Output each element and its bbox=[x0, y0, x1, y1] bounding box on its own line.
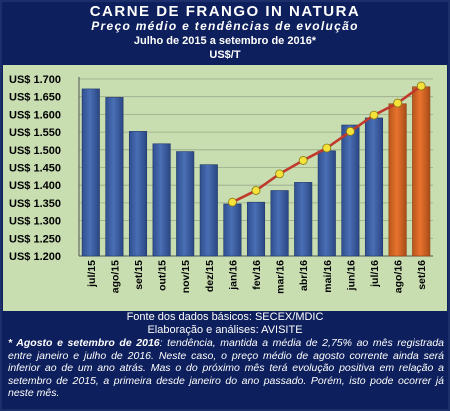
bar bbox=[81, 88, 100, 257]
analysis-line: Elaboração e análises: AVISITE bbox=[147, 324, 303, 336]
trend-marker bbox=[416, 81, 426, 91]
chart-unit: US$/T bbox=[209, 49, 241, 61]
bar bbox=[246, 201, 266, 257]
y-tick-label: US$ 1.600 bbox=[9, 109, 61, 121]
bar bbox=[270, 190, 289, 257]
chart-period: Julho de 2015 a setembro de 2016* bbox=[133, 35, 317, 47]
x-tick-label: fev/16 bbox=[251, 260, 263, 290]
y-tick-label: US$ 1.500 bbox=[9, 145, 61, 157]
bar bbox=[199, 164, 218, 257]
trend-marker bbox=[345, 126, 355, 136]
y-tick-label: US$ 1.250 bbox=[9, 233, 61, 245]
footnote-bold: * Agosto e setembro de 2016 bbox=[8, 337, 160, 349]
x-tick-label: mar/16 bbox=[275, 260, 287, 294]
x-tick-label: ago/16 bbox=[393, 260, 405, 293]
x-tick-label: abr/16 bbox=[298, 260, 310, 291]
y-tick-label: US$ 1.700 bbox=[9, 74, 61, 86]
x-tick-label: dez/15 bbox=[204, 260, 216, 292]
x-tick-label: nov/15 bbox=[180, 260, 192, 293]
x-tick-label: mai/16 bbox=[322, 260, 334, 293]
bar-chart: US$ 1.200 US$ 1.250 US$ 1.300 US$ 1.350 US$ … bbox=[9, 74, 433, 294]
y-tick-label: US$ 1.650 bbox=[9, 92, 61, 104]
bar bbox=[412, 86, 431, 257]
y-tick-label: US$ 1.350 bbox=[9, 198, 61, 210]
y-tick-label: US$ 1.300 bbox=[9, 216, 61, 228]
bar bbox=[128, 131, 148, 257]
trend-marker bbox=[393, 98, 403, 108]
x-tick-label: ago/15 bbox=[109, 260, 121, 293]
bar bbox=[223, 203, 242, 257]
source-block: Fonte dos dados básicos: SECEX/MDIC Elab… bbox=[2, 311, 448, 337]
bar bbox=[388, 103, 407, 257]
chart-subtitle: Preço médio e tendências de evolução bbox=[91, 19, 359, 33]
y-tick-label: US$ 1.550 bbox=[9, 127, 61, 139]
bar bbox=[105, 97, 124, 257]
bar bbox=[294, 182, 313, 257]
trend-marker bbox=[251, 186, 261, 195]
y-tick-label: US$ 1.450 bbox=[9, 163, 61, 175]
trend-marker bbox=[275, 169, 285, 179]
bar bbox=[341, 124, 360, 257]
y-tick-label: US$ 1.400 bbox=[9, 180, 61, 192]
x-tick-label: set/16 bbox=[416, 260, 428, 290]
bar bbox=[176, 151, 195, 257]
x-tick-label: set/15 bbox=[133, 260, 145, 290]
footnote-text: : tendência, mantida a média de 2,75% ao… bbox=[8, 337, 445, 400]
footnote: * Agosto e setembro de 2016: tendência, … bbox=[8, 337, 444, 400]
chart-title: CARNE DE FRANGO IN NATURA bbox=[89, 3, 361, 20]
y-tick-label: US$ 1.200 bbox=[9, 251, 61, 263]
bar bbox=[317, 150, 336, 257]
plot-area: US$ 1.200 US$ 1.250 US$ 1.300 US$ 1.350 US$ … bbox=[3, 65, 447, 311]
x-tick-label: jan/16 bbox=[227, 260, 239, 291]
x-tick-label: jul/15 bbox=[86, 260, 98, 288]
trend-marker bbox=[298, 156, 308, 165]
x-tick-label: jul/16 bbox=[369, 260, 381, 288]
trend-marker bbox=[369, 110, 379, 120]
source-line: Fonte dos dados básicos: SECEX/MDIC bbox=[126, 311, 324, 323]
bar bbox=[152, 143, 171, 257]
x-tick-label: out/15 bbox=[157, 260, 169, 291]
trend-marker bbox=[227, 197, 237, 207]
bar bbox=[364, 117, 384, 257]
x-tick-label: jun/16 bbox=[345, 260, 357, 292]
trend-marker bbox=[322, 143, 332, 153]
